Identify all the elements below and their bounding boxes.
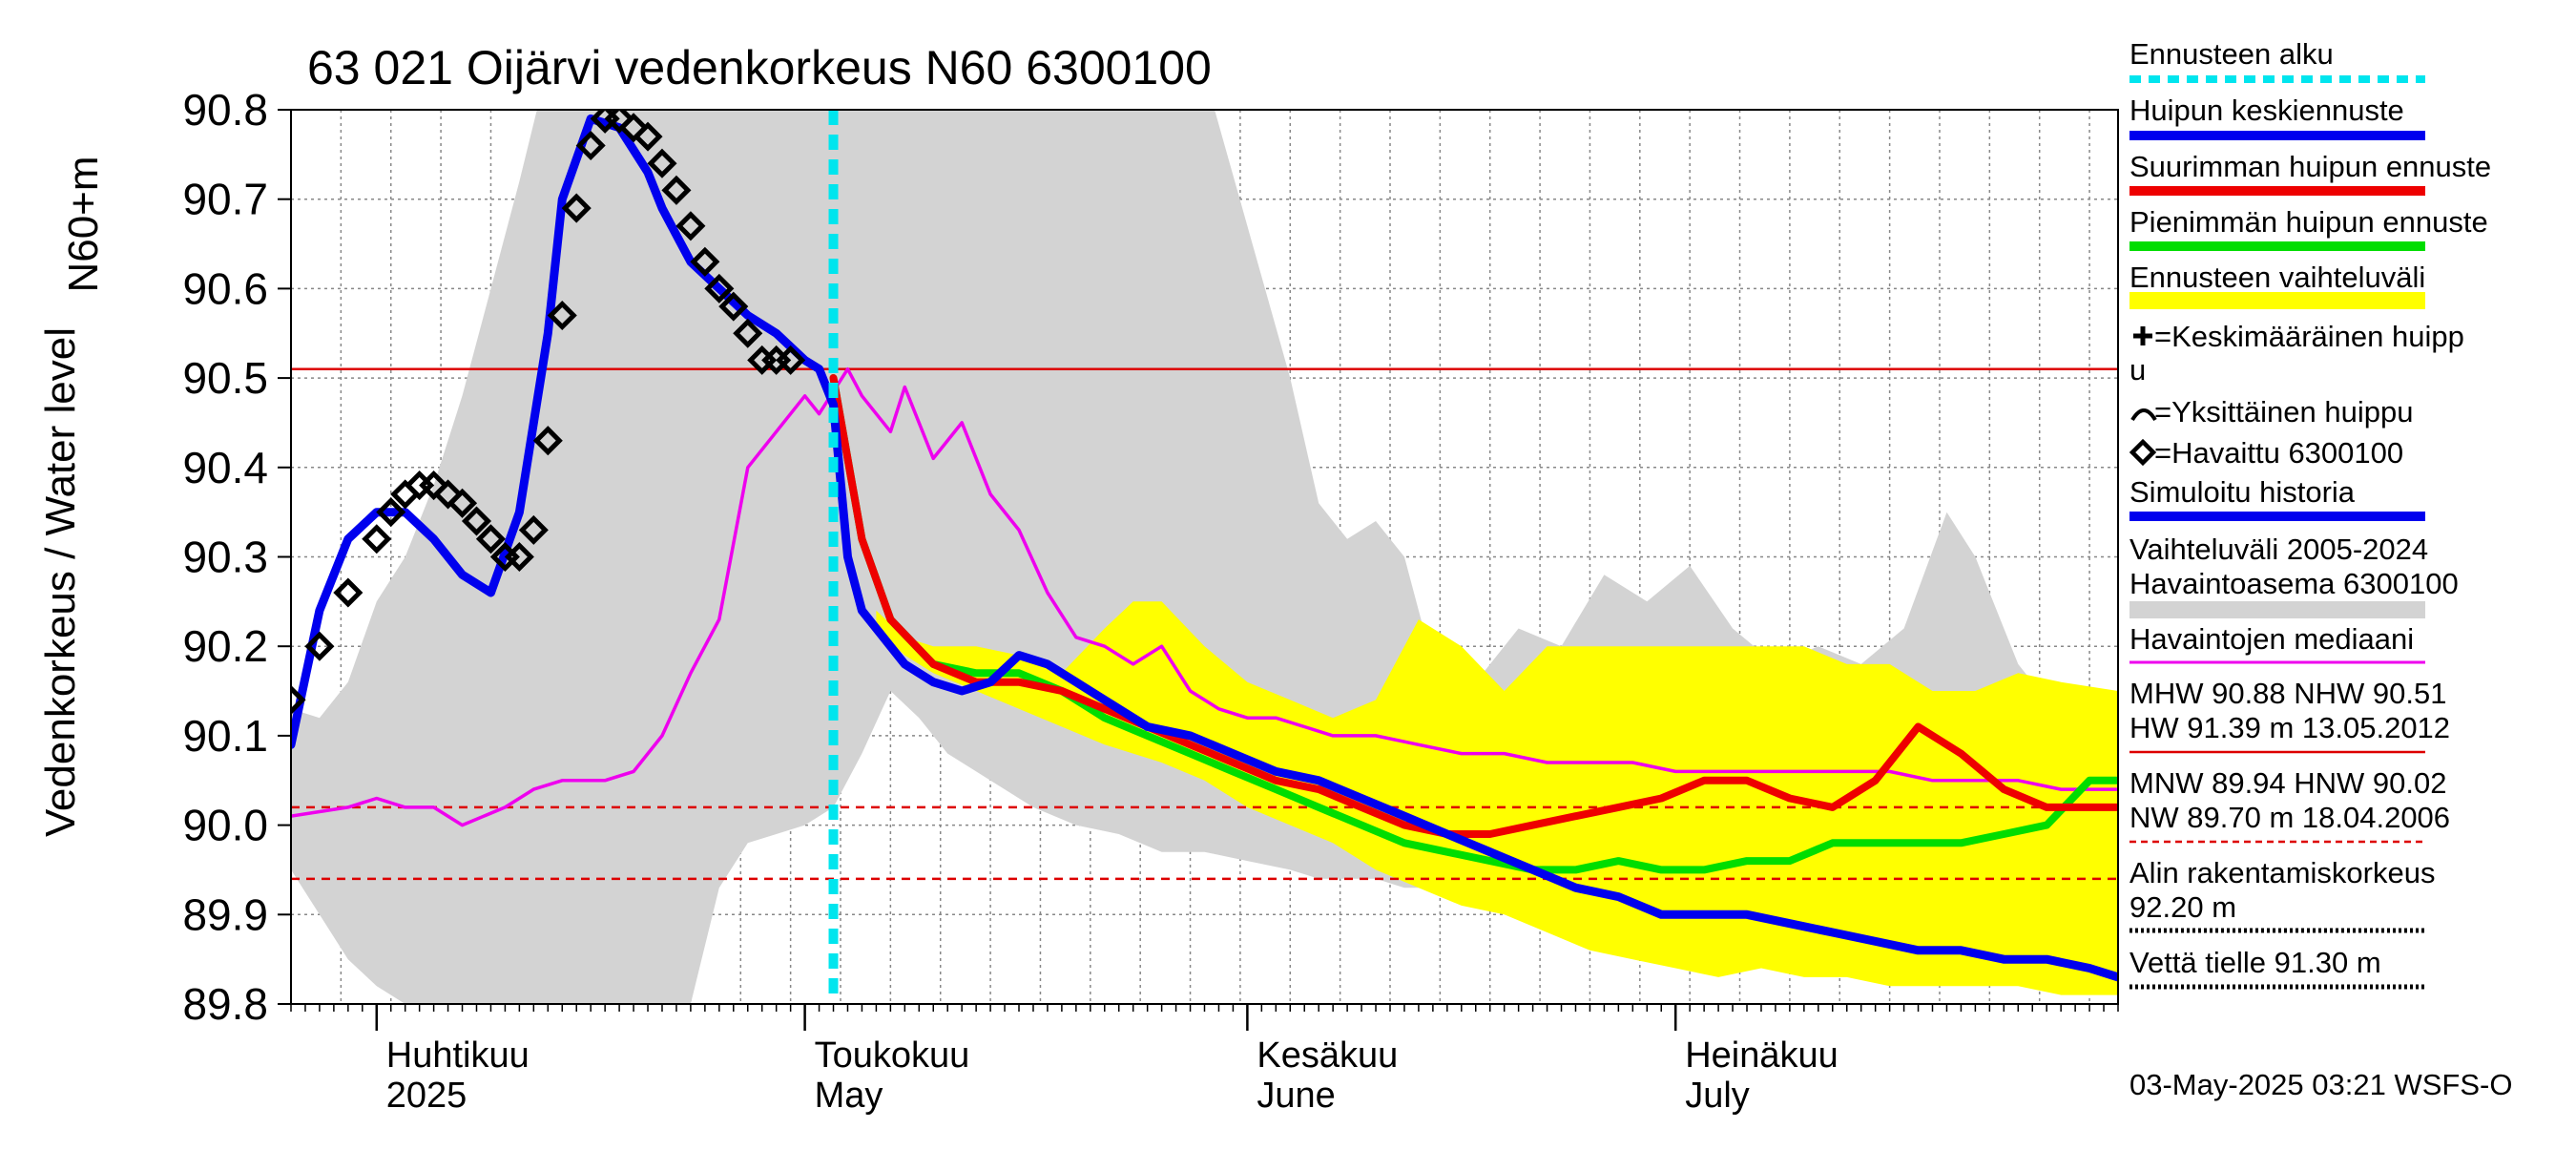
observed-marker bbox=[733, 318, 763, 348]
observed-marker bbox=[447, 488, 478, 518]
observed-marker bbox=[604, 110, 634, 134]
mean-peak-forecast-line bbox=[291, 114, 2118, 982]
legend: Ennusteen alku Huipun keskiennuste Suurimm… bbox=[2129, 37, 2491, 990]
observed-marker bbox=[433, 479, 464, 510]
y-tick-label: 90.3 bbox=[182, 533, 268, 582]
observed-marker bbox=[419, 470, 449, 501]
observed-marker bbox=[718, 291, 749, 322]
legend-history-range-swatch bbox=[2129, 601, 2425, 618]
legend-stats-low-label: MNW 89.94 HNW 90.02 bbox=[2129, 766, 2447, 800]
legend-mean-peak-label: =Keskimääräinen huipp bbox=[2154, 320, 2464, 353]
forecast-range-area bbox=[876, 601, 2118, 995]
x-month-label: Toukokuu bbox=[815, 1035, 970, 1076]
x-month-sublabel: July bbox=[1685, 1076, 1750, 1116]
min-peak-forecast-line bbox=[829, 374, 2118, 874]
series-lines bbox=[291, 114, 2118, 982]
y-tick-label: 90.5 bbox=[182, 353, 268, 403]
legend-simulated-label: Simuloitu historia bbox=[2129, 475, 2356, 509]
x-month-sublabel: 2025 bbox=[386, 1076, 467, 1116]
x-month-label: Huhtikuu bbox=[386, 1035, 530, 1076]
y-tick-label: 90.0 bbox=[182, 801, 268, 850]
observed-markers bbox=[291, 110, 806, 715]
reference-lines bbox=[291, 367, 2118, 881]
x-month-label: Kesäkuu bbox=[1257, 1035, 1398, 1076]
observed-marker bbox=[618, 113, 649, 143]
legend-build-level-label-2: 92.20 m bbox=[2129, 890, 2236, 924]
legend-stats-high-label-2: HW 91.39 m 13.05.2012 bbox=[2129, 711, 2450, 744]
observed-marker bbox=[475, 524, 506, 554]
legend-min-forecast-label: Pienimmän huipun ennuste bbox=[2129, 205, 2488, 239]
observed-marker bbox=[362, 524, 392, 554]
legend-stats-high-label: MHW 90.88 NHW 90.51 bbox=[2129, 677, 2447, 710]
observed-marker bbox=[532, 426, 563, 456]
y-tick-label: 89.9 bbox=[182, 889, 268, 939]
legend-single-peak-label: =Yksittäinen huippu bbox=[2154, 395, 2413, 429]
y-tick-label: 90.6 bbox=[182, 263, 268, 313]
legend-forecast-range-swatch bbox=[2129, 292, 2425, 309]
observed-marker bbox=[690, 246, 720, 277]
observed-marker bbox=[776, 345, 806, 375]
x-month-sublabel: May bbox=[815, 1076, 883, 1116]
legend-mean-peak-symbol bbox=[2133, 326, 2152, 345]
observed-marker bbox=[304, 631, 335, 661]
max-peak-forecast-line bbox=[829, 374, 2118, 838]
legend-stats-low-label-2: NW 89.70 m 18.04.2006 bbox=[2129, 801, 2450, 834]
legend-forecast-start-label: Ennusteen alku bbox=[2129, 37, 2334, 71]
y-axis-unit: N60+m bbox=[60, 156, 107, 292]
legend-observed-symbol bbox=[2129, 438, 2157, 467]
legend-observed-label: =Havaittu 6300100 bbox=[2154, 436, 2403, 470]
observed-marker bbox=[333, 577, 364, 608]
chart-title: 63 021 Oijärvi vedenkorkeus N60 6300100 bbox=[307, 41, 1212, 94]
y-axis-label: Vedenkorkeus / Water level bbox=[37, 327, 84, 837]
observed-marker bbox=[575, 130, 606, 161]
legend-max-forecast-label: Suurimman huipun ennuste bbox=[2129, 150, 2491, 183]
forecast-range-band bbox=[876, 601, 2118, 995]
x-month-sublabel: June bbox=[1257, 1076, 1335, 1116]
observed-marker bbox=[647, 148, 677, 178]
observed-marker bbox=[561, 193, 592, 223]
legend-history-range-label-2: Havaintoasema 6300100 bbox=[2129, 567, 2459, 600]
y-tick-label: 90.8 bbox=[182, 85, 268, 135]
legend-forecast-range-label: Ennusteen vaihteluväli bbox=[2129, 261, 2425, 294]
median-line bbox=[291, 366, 2118, 827]
legend-single-peak-symbol bbox=[2130, 408, 2157, 422]
y-tick-label: 90.2 bbox=[182, 621, 268, 671]
observed-marker bbox=[504, 541, 534, 573]
legend-build-level-label: Alin rakentamiskorkeus bbox=[2129, 856, 2435, 889]
y-tick-label: 89.8 bbox=[182, 979, 268, 1029]
observed-marker bbox=[661, 175, 692, 205]
y-tick-label: 90.4 bbox=[182, 443, 268, 492]
legend-history-range-label: Vaihteluväli 2005-2024 bbox=[2129, 533, 2428, 566]
observed-marker bbox=[704, 273, 735, 303]
y-tick-label: 90.1 bbox=[182, 711, 268, 761]
y-axis-ticks: 89.8 89.9 90.0 90.1 90.2 90.3 90.4 90.5 90.6 90.7… bbox=[182, 85, 291, 1029]
observed-marker bbox=[390, 479, 421, 510]
legend-road-level-label: Vettä tielle 91.30 m bbox=[2129, 946, 2381, 979]
x-month-label: Heinäkuu bbox=[1685, 1035, 1839, 1076]
observed-marker bbox=[633, 121, 663, 152]
observed-marker bbox=[376, 497, 406, 528]
observed-marker bbox=[461, 506, 492, 536]
legend-mean-forecast-label: Huipun keskiennuste bbox=[2129, 94, 2404, 127]
y-tick-label: 90.7 bbox=[182, 175, 268, 224]
observed-marker bbox=[675, 211, 706, 241]
observed-marker bbox=[291, 684, 306, 715]
legend-mean-peak-label-cont: u bbox=[2129, 353, 2146, 387]
observed-marker bbox=[518, 514, 549, 545]
observed-marker bbox=[547, 300, 577, 331]
legend-median-label: Havaintojen mediaani bbox=[2129, 622, 2414, 656]
timestamp: 03-May-2025 03:21 WSFS-O bbox=[2129, 1068, 2512, 1101]
